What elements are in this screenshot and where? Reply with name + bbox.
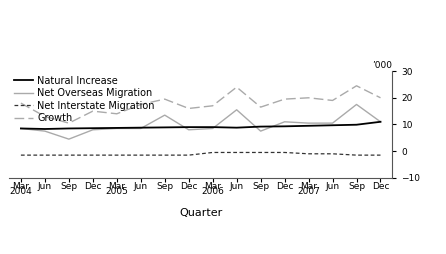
Legend: Natural Increase, Net Overseas Migration, Net Interstate Migration, Growth: Natural Increase, Net Overseas Migration… (14, 76, 155, 123)
Text: Sep: Sep (348, 182, 365, 191)
Text: Mar: Mar (300, 182, 317, 191)
Text: 2005: 2005 (105, 187, 128, 196)
Text: Jun: Jun (326, 182, 339, 191)
Text: 2007: 2007 (297, 187, 320, 196)
Text: Dec: Dec (276, 182, 293, 191)
Text: Mar: Mar (12, 182, 29, 191)
X-axis label: Quarter: Quarter (179, 208, 222, 218)
Text: Sep: Sep (156, 182, 173, 191)
Text: Dec: Dec (180, 182, 198, 191)
Text: ’000: ’000 (372, 61, 392, 70)
Text: Jun: Jun (38, 182, 52, 191)
Text: Mar: Mar (204, 182, 221, 191)
Text: Dec: Dec (84, 182, 102, 191)
Text: Jun: Jun (230, 182, 244, 191)
Text: Dec: Dec (372, 182, 389, 191)
Text: Jun: Jun (134, 182, 148, 191)
Text: Mar: Mar (108, 182, 125, 191)
Text: 2006: 2006 (201, 187, 224, 196)
Text: 2004: 2004 (9, 187, 32, 196)
Text: Sep: Sep (60, 182, 78, 191)
Text: Sep: Sep (252, 182, 269, 191)
